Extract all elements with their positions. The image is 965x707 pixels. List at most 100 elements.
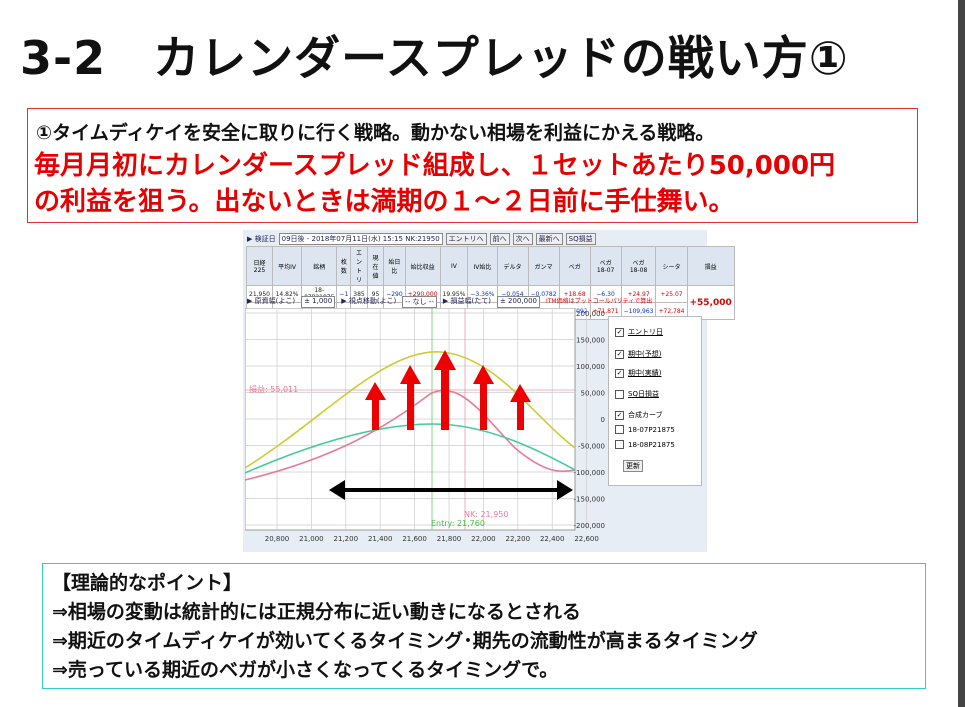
header-cell: IV bbox=[439, 246, 469, 286]
screenshot: ▶ 検証日 09日後 - 2018年07月11日(水) 15:15 NK:2195… bbox=[243, 230, 735, 552]
table-cell: +71,871 bbox=[589, 302, 622, 320]
points-heading: 【理論的なポイント】 bbox=[52, 572, 243, 594]
y-tick-label: -50,000 bbox=[578, 443, 605, 451]
summary-line: 毎月月初にカレンダースプレッド組成し、１セットあたり50,000円 bbox=[34, 151, 836, 181]
toolbar-button[interactable]: エントリへ bbox=[445, 233, 487, 245]
x-tick-label: 22,600 bbox=[574, 535, 599, 543]
nk-label: NK: 21,950 bbox=[464, 510, 508, 519]
curve-forecast bbox=[245, 351, 576, 469]
x-tick-label: 22,000 bbox=[471, 535, 496, 543]
legend-item: SQ日損益 bbox=[615, 389, 659, 399]
date-select[interactable]: 09日後 - 2018年07月11日(水) 15:15 NK:21950 bbox=[278, 233, 443, 245]
legend-label: 18-07P21875 bbox=[628, 425, 675, 434]
checkbox[interactable]: ✓ bbox=[615, 410, 624, 420]
checkbox[interactable] bbox=[615, 425, 624, 434]
table-cell: +25.07 bbox=[655, 285, 688, 303]
toolbar-label: ▶ 検証日 bbox=[247, 235, 276, 243]
header-cell: 損益 bbox=[686, 246, 735, 286]
header-row: 日経225 平均IV 銘柄 枚数 エントリ 現在値 始日比 始比収益 IV IV始比 デルタ ガンマベ… bbox=[246, 246, 735, 286]
total-cell: +55,000 bbox=[686, 285, 735, 320]
header-cell: 銘柄 bbox=[301, 246, 338, 286]
x-tick-label: 21,200 bbox=[334, 535, 359, 543]
header-cell: 枚数 bbox=[336, 246, 352, 286]
header-cell: ベガ bbox=[558, 246, 591, 286]
toolbar-button[interactable]: 最新へ bbox=[535, 233, 563, 245]
x-tick-label: 21,600 bbox=[402, 535, 427, 543]
toolbar-button[interactable]: SQ損益 bbox=[565, 233, 596, 245]
curve-entry bbox=[245, 423, 576, 474]
points-item: ⇒売っている期近のベガが小さくなってくるタイミングで。 bbox=[52, 659, 559, 681]
checkbox[interactable]: ✓ bbox=[615, 368, 624, 378]
legend-label: エントリ日 bbox=[628, 328, 663, 336]
legend-label: SQ日損益 bbox=[628, 390, 659, 398]
summary-line: ①タイムディケイを安全に取りに行く戦略。動かない相場を利益にかえる戦略。 bbox=[36, 122, 715, 144]
header-cell: エントリ bbox=[350, 246, 368, 286]
legend-label: 期中(実績) bbox=[628, 369, 662, 377]
header-cell: シータ bbox=[655, 246, 688, 286]
checkbox[interactable]: ✓ bbox=[615, 349, 624, 359]
y-tick-label: 50,000 bbox=[581, 390, 606, 398]
x-tick-label: 21,800 bbox=[437, 535, 462, 543]
x-tick-label: 20,800 bbox=[265, 535, 290, 543]
header-cell: 始比収益 bbox=[404, 246, 441, 286]
payoff-chart: 損益: 55,011 NK: 21,950 Entry: 21,760 200,… bbox=[245, 308, 606, 543]
checkbox[interactable] bbox=[615, 389, 624, 399]
toolbar: ▶ 検証日 09日後 - 2018年07月11日(水) 15:15 NK:2195… bbox=[247, 233, 596, 245]
x-tick-label: 21,000 bbox=[299, 535, 324, 543]
control-select[interactable]: ± 200,000 bbox=[496, 296, 540, 308]
entry-label: Entry: 21,760 bbox=[431, 519, 485, 528]
legend-item: 18-07P21875 bbox=[615, 425, 675, 434]
control-label: ▶ 視点移動(よこ) bbox=[341, 297, 397, 305]
summary-box bbox=[27, 108, 918, 223]
header-cell: ガンマ bbox=[527, 246, 560, 286]
legend-item: 18-08P21875 bbox=[615, 440, 675, 449]
control-select[interactable]: ± 1,000 bbox=[301, 296, 336, 308]
y-tick-label: 0 bbox=[601, 416, 605, 424]
control-select[interactable]: -- なし -- bbox=[402, 296, 437, 308]
controls: ▶ 原資幅(よこ) ± 1,000 ▶ 視点移動(よこ) -- なし -- ▶ 損益幅(… bbox=[247, 296, 652, 308]
title: 3-2 カレンダースプレッドの戦い方① bbox=[20, 31, 849, 85]
y-tick-label: -150,000 bbox=[574, 496, 605, 504]
x-tick-label: 22,400 bbox=[540, 535, 565, 543]
summary-line: の利益を狙う。出ないときは満期の１～２日前に手仕舞い。 bbox=[34, 187, 735, 217]
header-cell: 平均IV bbox=[271, 246, 303, 286]
legend-item: ✓ 合成カーブ bbox=[615, 410, 663, 420]
y-tick-label: 200,000 bbox=[576, 310, 605, 318]
header-cell: IV始比 bbox=[467, 246, 498, 286]
legend-item: ✓ 期中(予想) bbox=[615, 349, 661, 359]
control-label: ▶ 損益幅(たて) bbox=[442, 297, 491, 305]
y-tick-label: 100,000 bbox=[576, 363, 605, 371]
points-item: ⇒期近のタイムディケイが効いてくるタイミング･期先の流動性が高まるタイミング bbox=[52, 630, 758, 652]
legend-item: ✓ エントリ日 bbox=[615, 327, 663, 337]
arrows bbox=[365, 350, 531, 430]
note: ITM価格はプットコールパリティで算出 bbox=[545, 298, 653, 305]
points-box bbox=[42, 563, 926, 689]
checkbox[interactable]: ✓ bbox=[615, 327, 624, 337]
y-tick-label: -100,000 bbox=[574, 469, 605, 477]
x-tick-label: 22,200 bbox=[506, 535, 531, 543]
header-cell: ベガ 18-07 bbox=[589, 246, 622, 286]
x-tick-label: 21,400 bbox=[368, 535, 393, 543]
control-label: ▶ 原資幅(よこ) bbox=[247, 297, 296, 305]
header-cell: 現在値 bbox=[366, 246, 385, 286]
header-cell: 始日比 bbox=[383, 246, 406, 286]
pnl-label: 損益: 55,011 bbox=[249, 384, 298, 394]
toolbar-button[interactable]: 次へ bbox=[512, 233, 533, 245]
update-button[interactable]: 更新 bbox=[623, 460, 643, 472]
legend-panel: ✓ エントリ日 ✓ 期中(予想) ✓ 期中(実績) SQ日損益 ✓ 合成カーブ 18-07P218… bbox=[608, 316, 702, 486]
points-item: ⇒相場の変動は統計的には正規分布に近い動きになるとされる bbox=[52, 601, 581, 623]
range-arrow bbox=[329, 480, 573, 500]
curve-actual bbox=[245, 389, 576, 481]
legend-item: ✓ 期中(実績) bbox=[615, 368, 661, 378]
toolbar-button[interactable]: 前へ bbox=[489, 233, 510, 245]
header-cell: ベガ 18-08 bbox=[620, 246, 657, 286]
edge bbox=[958, 0, 965, 707]
header-cell: 日経225 bbox=[246, 246, 273, 286]
legend-label: 18-08P21875 bbox=[628, 440, 675, 449]
legend-label: 合成カーブ bbox=[628, 411, 663, 419]
y-tick-label: -200,000 bbox=[574, 522, 605, 530]
y-tick-label: 150,000 bbox=[576, 337, 605, 345]
legend-label: 期中(予想) bbox=[628, 350, 662, 358]
checkbox[interactable] bbox=[615, 440, 624, 449]
